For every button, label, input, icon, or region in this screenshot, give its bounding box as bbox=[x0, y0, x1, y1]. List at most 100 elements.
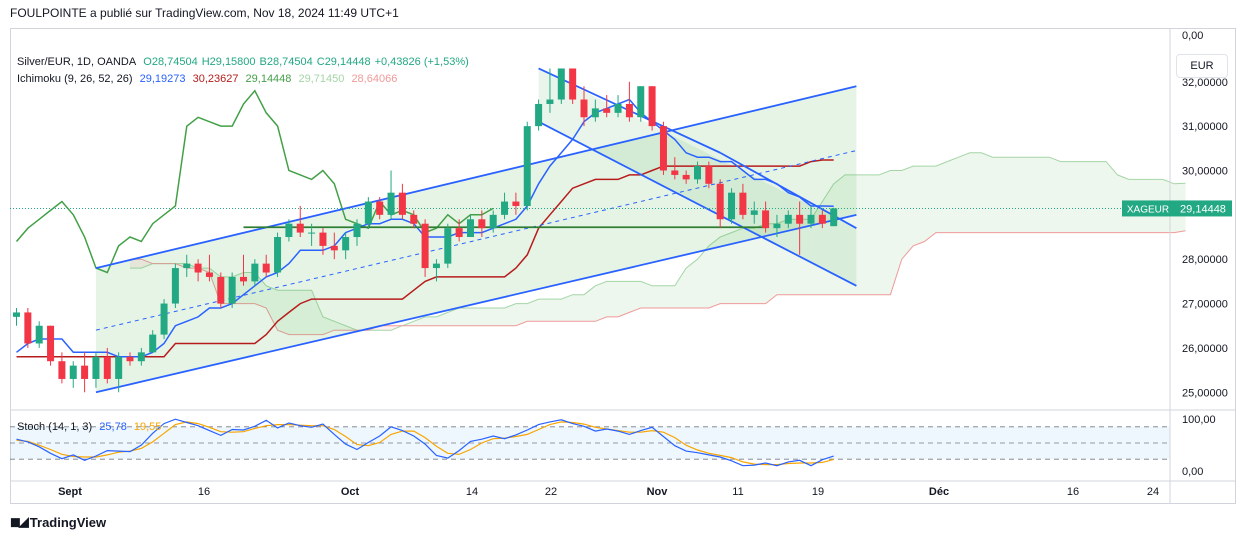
cloud-segment bbox=[856, 174, 868, 295]
cloud-segment bbox=[969, 152, 982, 233]
cloud-segment bbox=[686, 259, 698, 308]
candle-body bbox=[183, 263, 191, 269]
cloud-segment bbox=[981, 152, 993, 233]
candle-body bbox=[115, 356, 123, 379]
cloud-segment bbox=[924, 166, 936, 242]
price-tick-label: 31,00000 bbox=[1182, 121, 1228, 133]
candle-body bbox=[410, 214, 418, 224]
time-tick-label: Déc bbox=[929, 486, 949, 498]
cloud-segment bbox=[1026, 157, 1038, 233]
candle-body bbox=[637, 86, 645, 118]
cloud-segment bbox=[470, 307, 482, 326]
cloud-segment bbox=[1049, 157, 1061, 233]
senkou-span-a-line bbox=[130, 152, 1186, 331]
candle-body bbox=[376, 201, 384, 215]
currency-button[interactable]: EUR bbox=[1176, 54, 1228, 78]
candle-body bbox=[557, 68, 565, 100]
cloud-segment bbox=[845, 174, 857, 295]
candle-body bbox=[330, 245, 338, 251]
candle-body bbox=[398, 192, 406, 215]
candle-body bbox=[240, 276, 247, 282]
candle-body bbox=[501, 201, 509, 215]
legend-open: O28,74504 bbox=[143, 56, 198, 68]
candle-body bbox=[614, 103, 622, 113]
candle-body bbox=[603, 108, 611, 113]
stochastic-pane bbox=[10, 409, 1236, 467]
axes: 0,00 32,00000 31,00000 30,00000 28,00000 27,0… bbox=[10, 28, 1236, 504]
rising-channel-fill bbox=[95, 86, 857, 393]
time-tick-label: Oct bbox=[341, 486, 360, 498]
candle-body bbox=[705, 166, 713, 184]
candle-body bbox=[342, 237, 350, 251]
current-symbol-tag bbox=[1122, 200, 1174, 217]
current-price-label: 29,14448 bbox=[1180, 203, 1226, 215]
cloud-segment bbox=[754, 223, 766, 304]
stoch-d-line bbox=[16, 421, 834, 466]
current-symbol-label: XAGEUR bbox=[1127, 204, 1169, 215]
cloud-segment bbox=[549, 299, 562, 322]
candle-body bbox=[455, 228, 463, 238]
price-tick-label: 25,00000 bbox=[1182, 387, 1228, 399]
candle-body bbox=[444, 228, 452, 264]
candle-body bbox=[262, 263, 270, 273]
cloud-segment bbox=[413, 316, 426, 326]
cloud-segment bbox=[311, 290, 323, 335]
candle-body bbox=[830, 208, 838, 227]
candle-body bbox=[13, 312, 20, 317]
stoch-k-value: 25,78 bbox=[99, 421, 127, 433]
cloud-segment bbox=[1083, 161, 1095, 233]
candle-body bbox=[648, 86, 656, 127]
cloud-segment bbox=[947, 157, 959, 233]
candle-body bbox=[47, 325, 55, 362]
cloud-segment bbox=[425, 316, 437, 326]
candle-body bbox=[205, 272, 213, 277]
cloud-segment bbox=[595, 281, 607, 322]
cloud-segment bbox=[538, 299, 550, 322]
candle-body bbox=[796, 214, 804, 224]
cloud-segment bbox=[867, 174, 880, 295]
legend-ichimoku: Ichimoku (9, 26, 52, 26) 29,19273 30,236… bbox=[17, 73, 401, 85]
candle-body bbox=[523, 126, 531, 206]
candle-body bbox=[421, 223, 429, 269]
candle-body bbox=[217, 276, 225, 304]
senkou-span-b-line bbox=[130, 230, 1186, 336]
cloud-segment bbox=[379, 325, 392, 331]
time-tick-label: 19 bbox=[812, 486, 824, 498]
candle-body bbox=[773, 223, 781, 229]
price-tick-label: 30,00000 bbox=[1182, 165, 1228, 177]
price-tick-label: 32,00000 bbox=[1182, 77, 1228, 89]
candle-body bbox=[659, 126, 667, 171]
cloud-segment bbox=[913, 166, 925, 246]
ichimoku-tenkan-value: 29,19273 bbox=[139, 73, 186, 85]
candle-body bbox=[546, 99, 554, 104]
cloud-segment bbox=[288, 290, 301, 335]
cloud-segment bbox=[618, 281, 630, 317]
cloud-segment bbox=[958, 152, 970, 233]
cloud-segment bbox=[833, 174, 846, 295]
cloud-segment bbox=[493, 307, 505, 326]
candle-body bbox=[171, 268, 179, 304]
cloud-segment bbox=[561, 294, 573, 322]
cloud-segment bbox=[720, 232, 732, 304]
cloud-segment bbox=[334, 321, 346, 331]
candle-body bbox=[762, 210, 770, 229]
cloud-segment bbox=[708, 237, 721, 308]
candle-body bbox=[228, 276, 236, 304]
tradingview-logo-icon: ◼◢ bbox=[10, 514, 29, 529]
time-tick-label: Nov bbox=[647, 486, 669, 498]
candle-body bbox=[682, 174, 690, 180]
tradingview-logo[interactable]: ◼◢ TradingView bbox=[10, 514, 107, 530]
candle-body bbox=[432, 263, 440, 269]
candle-body bbox=[750, 210, 758, 215]
candle-body bbox=[569, 68, 577, 100]
candle-body bbox=[739, 192, 747, 215]
cloud-segment bbox=[629, 281, 641, 313]
time-tick-label: 22 bbox=[545, 486, 557, 498]
cloud-segment bbox=[277, 290, 289, 335]
candle-body bbox=[818, 214, 826, 224]
cloud-segment bbox=[731, 228, 743, 304]
chart-frame bbox=[10, 28, 1236, 504]
candle-body bbox=[716, 183, 724, 220]
stoch-k-line bbox=[16, 418, 834, 467]
